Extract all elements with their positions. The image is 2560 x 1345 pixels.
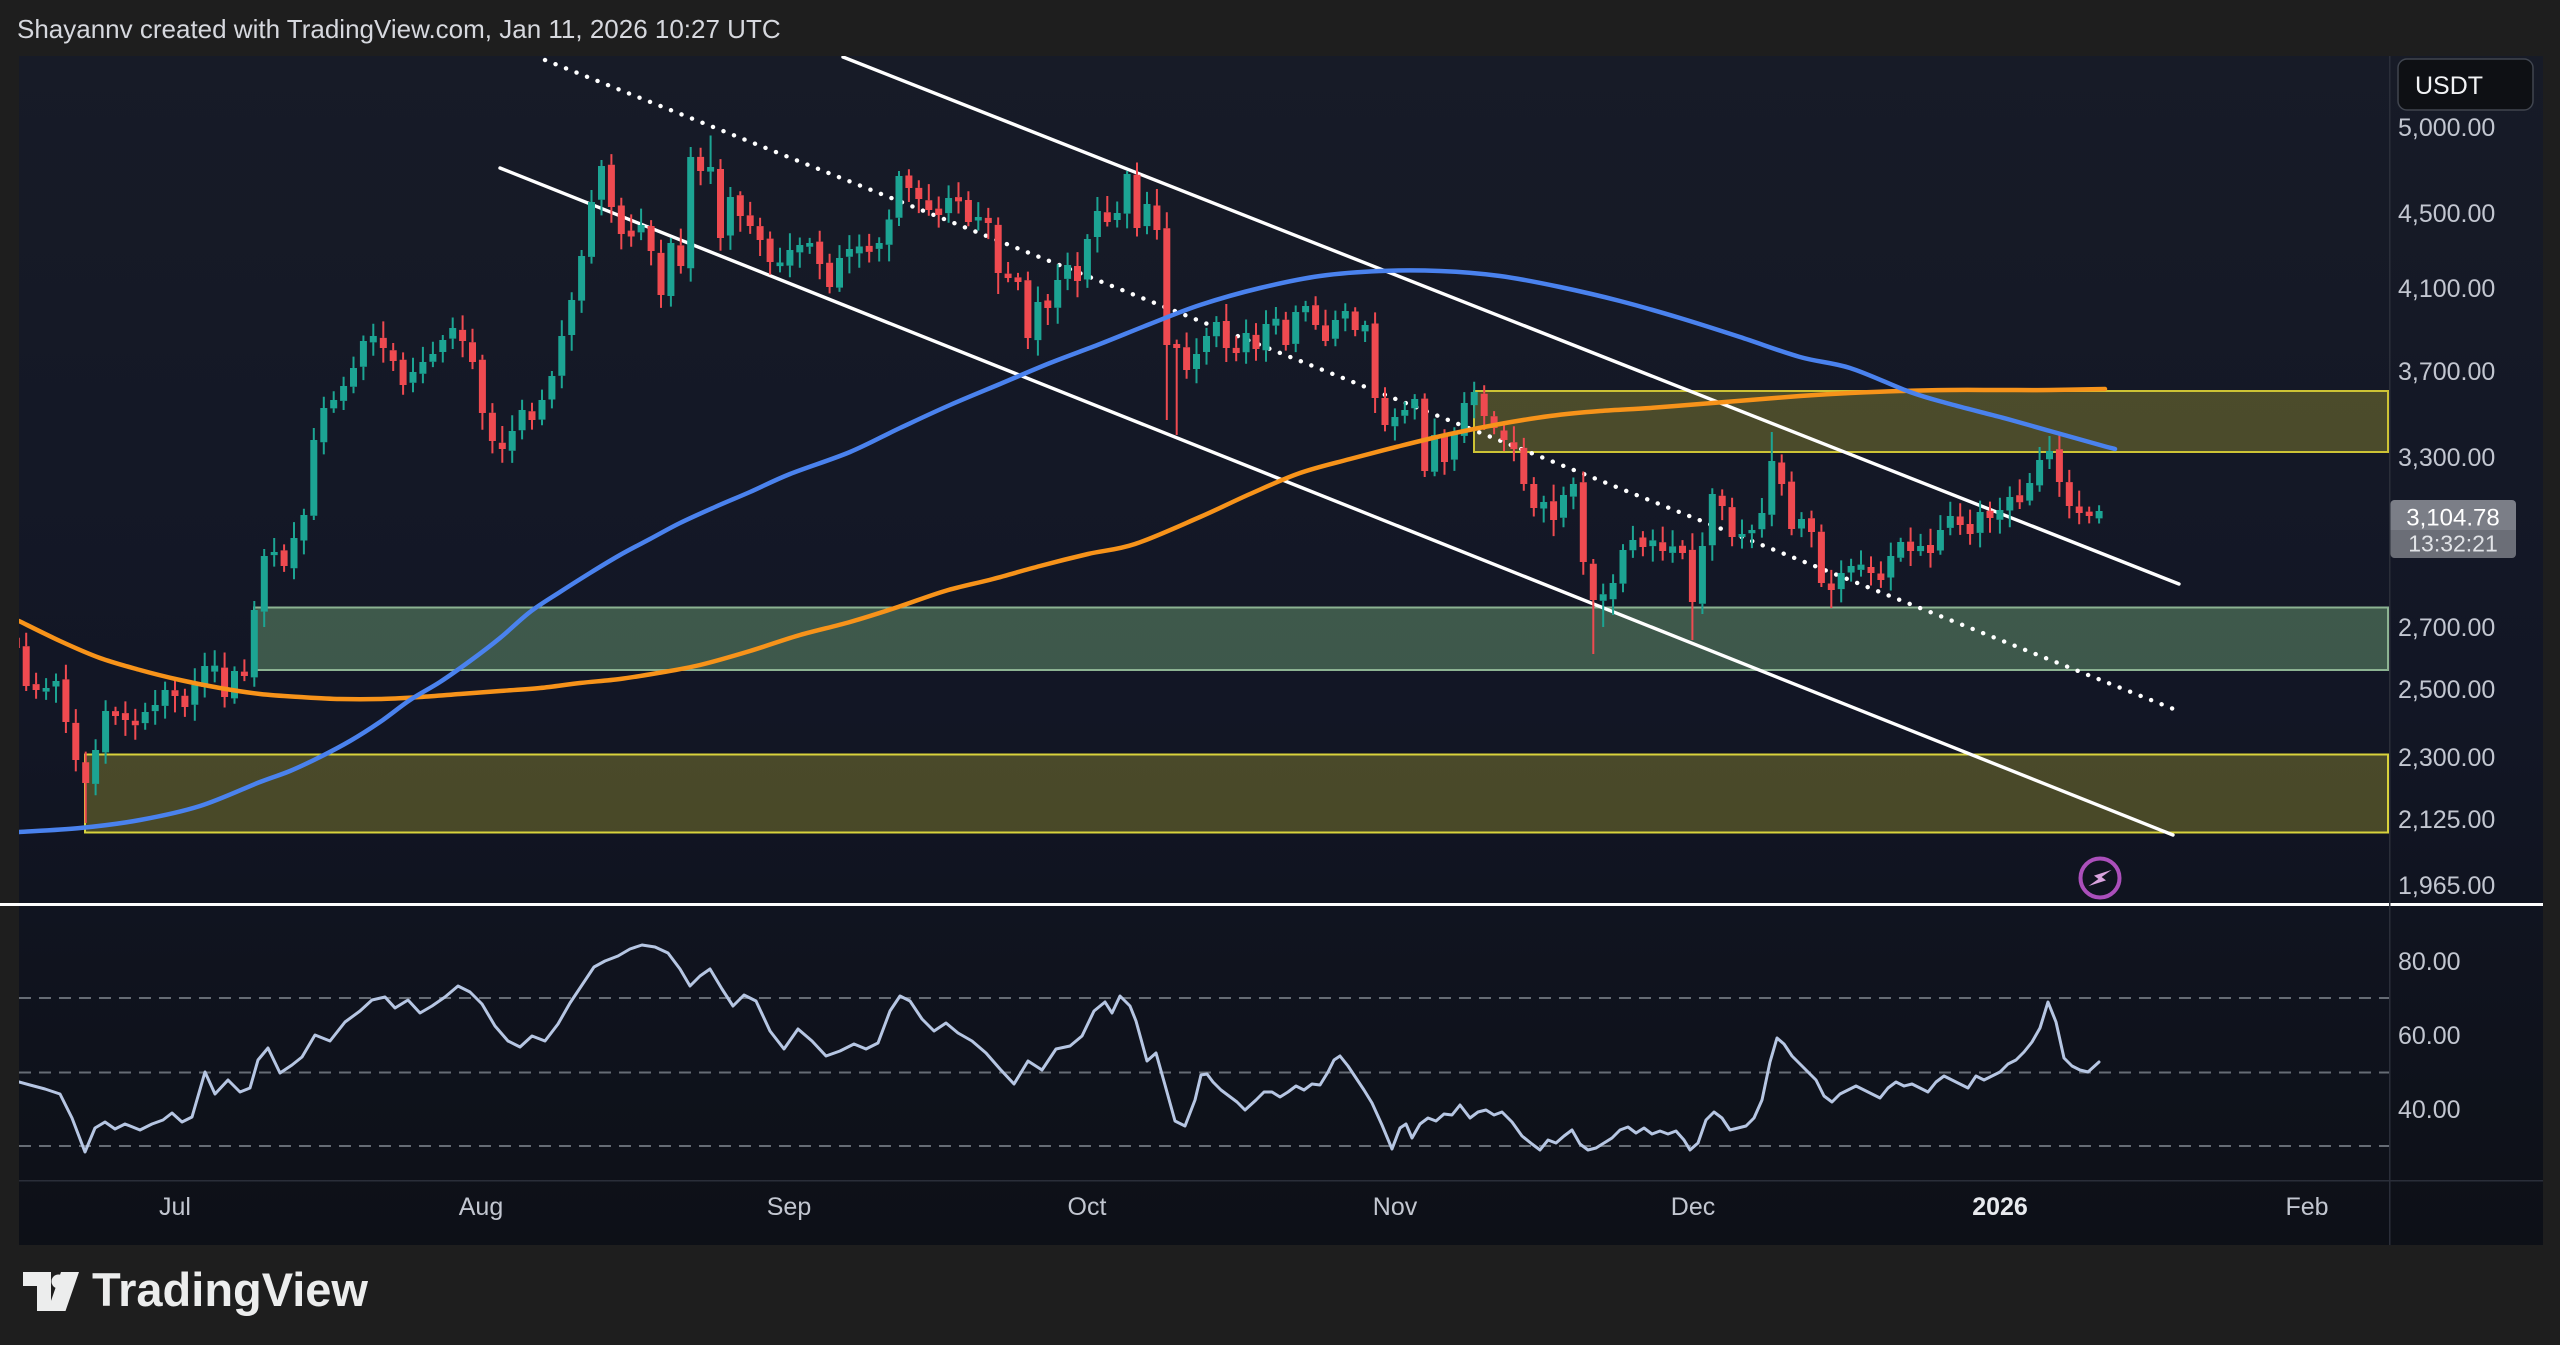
svg-text:Jul: Jul xyxy=(159,1193,191,1221)
svg-text:2,700.00: 2,700.00 xyxy=(2398,614,2495,642)
svg-text:2,125.00: 2,125.00 xyxy=(2398,806,2495,834)
svg-text:Shayannv created with TradingV: Shayannv created with TradingView.com, J… xyxy=(17,14,781,44)
svg-text:TradingView: TradingView xyxy=(92,1263,368,1316)
svg-text:4,500.00: 4,500.00 xyxy=(2398,200,2495,228)
svg-text:2,300.00: 2,300.00 xyxy=(2398,744,2495,772)
svg-text:5,000.00: 5,000.00 xyxy=(2398,114,2495,142)
svg-text:Sep: Sep xyxy=(767,1193,811,1221)
svg-text:40.00: 40.00 xyxy=(2398,1096,2461,1124)
svg-text:Dec: Dec xyxy=(1671,1193,1715,1221)
svg-text:4,100.00: 4,100.00 xyxy=(2398,275,2495,303)
svg-text:2,500.00: 2,500.00 xyxy=(2398,676,2495,704)
svg-text:3,300.00: 3,300.00 xyxy=(2398,444,2495,472)
svg-text:USDT: USDT xyxy=(2415,72,2483,100)
svg-text:Aug: Aug xyxy=(459,1193,503,1221)
svg-text:13:32:21: 13:32:21 xyxy=(2408,531,2498,557)
svg-text:3,104.78: 3,104.78 xyxy=(2406,505,2499,532)
svg-text:1,965.00: 1,965.00 xyxy=(2398,872,2495,900)
svg-text:80.00: 80.00 xyxy=(2398,948,2461,976)
svg-text:Nov: Nov xyxy=(1373,1193,1418,1221)
svg-text:60.00: 60.00 xyxy=(2398,1022,2461,1050)
svg-text:Oct: Oct xyxy=(1068,1193,1107,1221)
svg-text:Feb: Feb xyxy=(2285,1193,2328,1221)
svg-text:3,700.00: 3,700.00 xyxy=(2398,358,2495,386)
svg-text:2026: 2026 xyxy=(1972,1193,2028,1221)
